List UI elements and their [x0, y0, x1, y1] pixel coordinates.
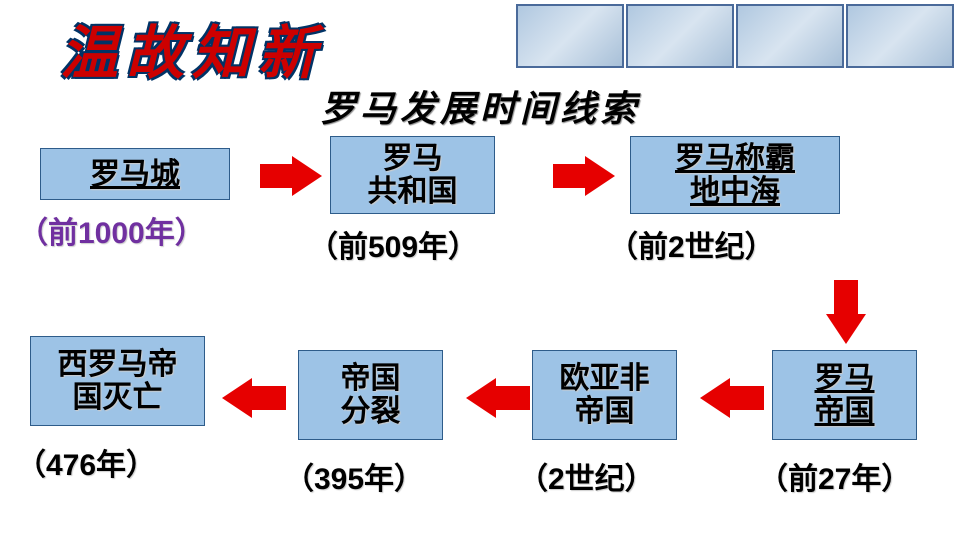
node-label: 帝国: [575, 395, 635, 428]
node-label: 罗马: [383, 142, 443, 175]
flow-arrow-icon: [222, 378, 252, 418]
subtitle: 罗马发展时间线索: [320, 80, 640, 132]
map-thumb: [846, 4, 954, 68]
node-date: （前1000年）: [18, 208, 205, 252]
map-thumb: [736, 4, 844, 68]
node-label: 帝国: [815, 395, 875, 428]
node-date: （前509年）: [308, 222, 478, 266]
node-label: 罗马城: [90, 158, 180, 191]
node-date: （前2世纪）: [608, 222, 775, 266]
node-date: （476年）: [16, 440, 156, 484]
node-date: （395年）: [284, 454, 424, 498]
timeline-node: 罗马帝国: [772, 350, 917, 440]
timeline-node: 罗马称霸地中海: [630, 136, 840, 214]
flow-arrow-icon: [466, 378, 496, 418]
flow-arrow-icon: [585, 156, 615, 196]
map-thumb: [516, 4, 624, 68]
node-label: 罗马: [815, 362, 875, 395]
node-date: （2世纪）: [518, 454, 655, 498]
node-label: 西罗马帝: [58, 348, 178, 381]
node-label: 帝国: [341, 362, 401, 395]
timeline-node: 帝国分裂: [298, 350, 443, 440]
node-label: 罗马称霸: [675, 142, 795, 175]
node-label: 欧亚非: [560, 362, 650, 395]
node-label: 地中海: [690, 175, 780, 208]
node-label: 国灭亡: [73, 381, 163, 414]
flow-arrow-icon: [700, 378, 730, 418]
node-date: （前27年）: [758, 454, 911, 498]
flow-arrow-icon: [292, 156, 322, 196]
timeline-node: 罗马城: [40, 148, 230, 200]
timeline-node: 西罗马帝国灭亡: [30, 336, 205, 426]
node-label: 分裂: [341, 395, 401, 428]
node-label: 共和国: [368, 175, 458, 208]
timeline-node: 欧亚非帝国: [532, 350, 677, 440]
map-thumbnails: [516, 4, 954, 68]
map-thumb: [626, 4, 734, 68]
timeline-node: 罗马共和国: [330, 136, 495, 214]
page-title: 温故知新: [60, 6, 324, 90]
flow-arrow-icon: [826, 314, 866, 344]
